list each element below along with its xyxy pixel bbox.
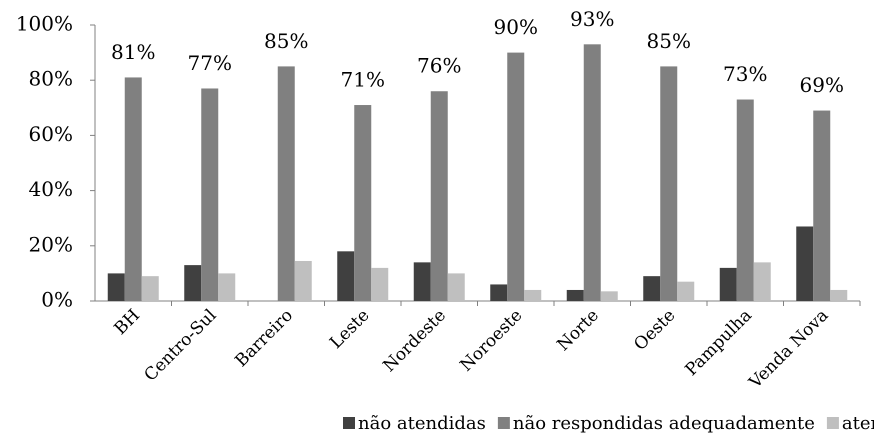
bar — [201, 88, 219, 301]
bar — [141, 276, 159, 301]
bar — [507, 52, 525, 301]
legend-label: não respondidas adequadamente — [513, 413, 815, 434]
data-label: 85% — [264, 29, 308, 53]
legend-swatch — [343, 417, 355, 429]
bar — [677, 281, 695, 301]
bar — [566, 289, 584, 301]
bar — [660, 66, 678, 302]
bar — [184, 265, 202, 301]
data-label: 85% — [647, 29, 691, 53]
bar — [413, 262, 431, 301]
y-tick-label: 0% — [41, 288, 73, 312]
bar — [337, 251, 355, 301]
data-label: 81% — [111, 40, 155, 64]
y-tick-label: 20% — [29, 232, 73, 256]
legend-swatch — [826, 417, 839, 429]
bar — [354, 105, 372, 301]
data-label: 77% — [188, 51, 232, 75]
bar — [524, 289, 542, 301]
bar — [277, 66, 295, 302]
bar — [753, 262, 771, 301]
data-label: 90% — [494, 15, 538, 39]
bar — [643, 276, 661, 301]
bar — [813, 110, 831, 301]
bar — [600, 291, 618, 301]
data-label: 93% — [570, 7, 614, 31]
x-tick-label: Barreiro — [231, 306, 297, 372]
x-tick-label: Nordeste — [379, 306, 450, 377]
bar — [124, 77, 142, 301]
bar — [371, 267, 389, 301]
x-tick-label: Centro-Sul — [141, 306, 221, 386]
bar — [218, 273, 236, 301]
data-label: 73% — [723, 62, 767, 86]
bar — [294, 260, 312, 301]
bar — [447, 273, 465, 301]
x-tick-label: Leste — [326, 306, 373, 353]
x-tick-label: Noroeste — [456, 306, 526, 376]
data-label: 76% — [417, 54, 461, 78]
y-tick-label: 60% — [29, 122, 73, 146]
x-tick-label: Norte — [553, 306, 603, 356]
bar — [796, 226, 814, 301]
data-label: 71% — [341, 68, 385, 92]
data-label: 69% — [800, 73, 844, 97]
y-tick-label: 100% — [16, 12, 73, 36]
x-tick-label: Venda Nova — [745, 306, 833, 394]
bar — [719, 267, 737, 301]
legend-swatch — [497, 417, 510, 429]
legend-label: não atendidas — [358, 413, 486, 434]
bar — [430, 91, 448, 302]
bar — [583, 44, 601, 301]
y-tick-label: 40% — [29, 177, 73, 201]
x-tick-label: Oeste — [630, 306, 679, 355]
x-tick-label: BH — [111, 306, 144, 339]
bar — [107, 273, 125, 301]
bar — [736, 99, 754, 302]
x-tick-label: Pampulha — [682, 306, 756, 380]
y-tick-label: 80% — [29, 67, 73, 91]
legend-label: atendidas — [842, 413, 874, 434]
bar — [490, 284, 508, 301]
bar — [830, 289, 848, 301]
